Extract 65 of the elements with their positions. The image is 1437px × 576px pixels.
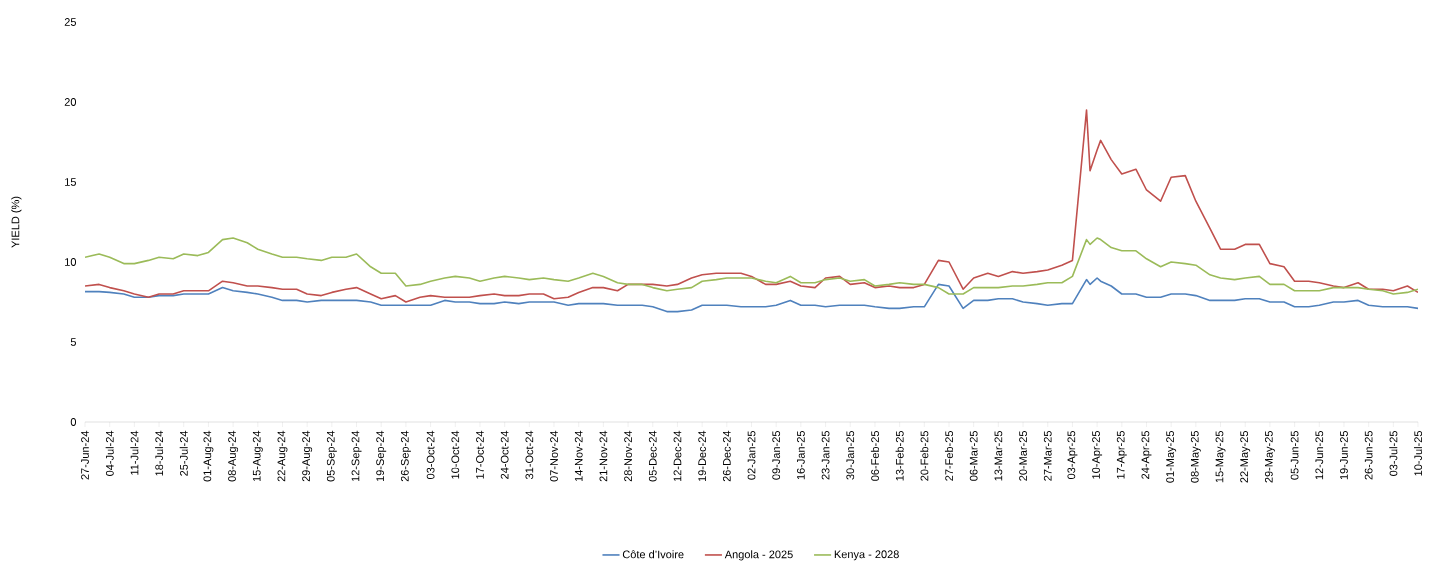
legend-label: Côte d’Ivoire: [622, 550, 684, 559]
x-tick-label: 18-Jul-24: [155, 430, 164, 476]
x-tick-label: 29-May-25: [1264, 431, 1275, 483]
x-tick-label: 12-Jun-25: [1315, 431, 1324, 480]
x-tick-label: 25-Jul-24: [179, 430, 188, 476]
x-tick-label: 31-Oct-24: [525, 430, 534, 480]
x-tick-label: 20-Mar-25: [1019, 431, 1027, 481]
x-tick-label: 23-Jan-25: [821, 431, 830, 480]
x-tick-label: 21-Nov-24: [599, 430, 608, 482]
y-tick-label: 5: [70, 338, 76, 346]
x-tick-label: 07-Nov-24: [550, 430, 558, 482]
x-tick-label: 03-Jul-25: [1389, 431, 1398, 476]
x-tick-label: 01-Aug-24: [203, 430, 214, 482]
x-tick-label: 29-Aug-24: [302, 430, 313, 482]
x-tick-label: 09-Jan-25: [772, 431, 781, 480]
x-tick-label: 03-Oct-24: [426, 430, 435, 480]
x-tick-label: 26-Jun-25: [1364, 431, 1373, 480]
x-tick-label: 24-Oct-24: [500, 430, 509, 479]
x-tick-label: 19-Sep-24: [376, 430, 387, 482]
x-tick-label: 19-Dec-24: [698, 430, 707, 482]
y-axis-title: YIELD (%): [11, 196, 22, 248]
y-tick-label: 0: [70, 418, 77, 426]
y-tick-label: 20: [64, 98, 77, 106]
x-tick-label: 10-Apr-25: [1092, 431, 1103, 479]
x-tick-label: 15-Aug-24: [252, 430, 263, 482]
x-tick-label: 06-Mar-25: [969, 431, 978, 481]
x-tick-label: 26-Dec-24: [722, 430, 731, 482]
x-tick-label: 02-Jan-25: [747, 431, 756, 480]
x-tick-label: 12-Sep-24: [351, 430, 362, 482]
x-tick-label: 10-Oct-24: [451, 430, 460, 479]
x-tick-label: 11-Jul-24: [130, 430, 139, 475]
x-tick-label: 26-Sep-24: [400, 430, 411, 482]
x-tick-label: 08-May-25: [1190, 431, 1201, 483]
x-tick-label: 24-Apr-25: [1141, 431, 1152, 479]
x-tick-label: 05-Dec-24: [648, 430, 657, 482]
x-tick-label: 17-Apr-25: [1116, 431, 1127, 479]
y-tick-label: 25: [64, 18, 76, 26]
x-tick-label: 05-Jun-25: [1290, 431, 1299, 480]
x-tick-label: 19-Jun-25: [1340, 431, 1348, 480]
x-tick-label: 13-Feb-25: [895, 431, 904, 481]
x-tick-label: 20-Feb-25: [920, 431, 929, 481]
legend-label: Angola - 2025: [724, 550, 793, 561]
x-tick-label: 01-May-25: [1166, 431, 1177, 483]
x-tick-label: 05-Sep-24: [326, 430, 337, 482]
x-tick-label: 03-Apr-25: [1067, 431, 1078, 480]
x-tick-label: 27-Feb-25: [944, 431, 954, 481]
x-tick-label: 13-Mar-25: [994, 431, 1003, 481]
x-tick-label: 28-Nov-24: [624, 430, 632, 482]
x-tick-label: 16-Jan-25: [797, 431, 805, 480]
y-tick-label: 10: [65, 258, 77, 266]
x-tick-label: 04-Jul-24: [105, 430, 114, 476]
x-tick-label: 06-Feb-25: [870, 431, 879, 481]
x-tick-label: 14-Nov-24: [574, 430, 583, 482]
x-tick-label: 15-May-25: [1215, 431, 1226, 483]
x-tick-label: 27-Jun-24: [81, 430, 89, 480]
y-tick-label: 15: [65, 178, 76, 186]
x-tick-label: 30-Jan-25: [846, 431, 855, 480]
x-tick-label: 17-Oct-24: [476, 430, 484, 479]
x-tick-label: 10-Jul-25: [1413, 431, 1423, 476]
x-tick-label: 27-Mar-25: [1043, 431, 1052, 481]
x-tick-label: 12-Dec-24: [673, 430, 682, 482]
x-tick-label: 22-May-25: [1240, 431, 1251, 483]
x-tick-label: 08-Aug-24: [228, 430, 239, 482]
x-tick-label: 22-Aug-24: [277, 430, 288, 482]
legend-label: Kenya - 2028: [834, 550, 899, 561]
